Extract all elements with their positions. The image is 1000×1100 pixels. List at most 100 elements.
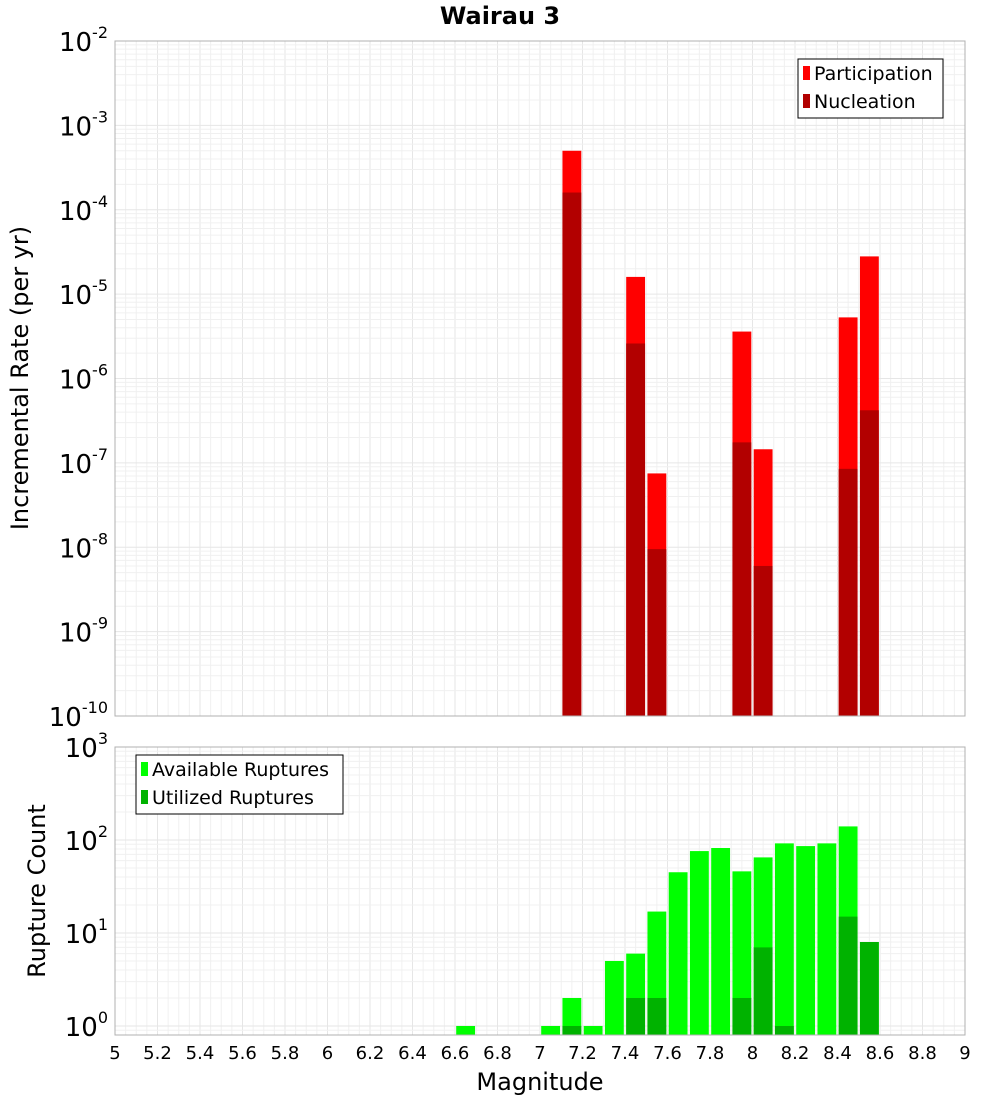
bar-count-s1-7 [859, 942, 879, 1035]
bar-rate-s1-5 [838, 468, 858, 716]
bar-count-s0-9 [711, 848, 731, 1035]
x-tick-label: 5.6 [228, 1043, 257, 1064]
x-tick-label: 5.4 [186, 1043, 215, 1064]
y-tick-base: 10 [65, 734, 98, 764]
y-tick-exponent: 0 [98, 1008, 108, 1027]
y-tick-exponent: -7 [92, 445, 108, 464]
x-tick-label: 7.2 [568, 1043, 597, 1064]
bar-count-s0-10 [732, 871, 752, 1035]
x-axis-label: Magnitude [476, 1068, 603, 1096]
y-tick-base: 10 [59, 534, 92, 564]
y-axis-label: Rupture Count [23, 804, 51, 978]
legend: Available Ruptures Utilized Ruptures [135, 754, 344, 815]
y-tick-exponent: 2 [98, 822, 108, 841]
x-tick-label: 8.4 [823, 1043, 852, 1064]
x-tick-label: 8.2 [781, 1043, 810, 1064]
x-tick-label: 7 [534, 1043, 545, 1064]
bar-count-s1-1 [626, 997, 646, 1035]
bar-count-s1-6 [838, 916, 858, 1035]
bar-count-s0-14 [817, 843, 837, 1035]
y-tick-exponent: -9 [92, 614, 108, 633]
y-tick-exponent: 3 [98, 729, 108, 748]
x-tick-label: 9 [959, 1043, 970, 1064]
x-tick-label: 8 [747, 1043, 758, 1064]
legend-label: Available Ruptures [152, 759, 329, 781]
y-tick-label: 100 [65, 1008, 108, 1043]
bar-count-s1-0 [562, 1025, 582, 1035]
bar-rate-s1-2 [647, 549, 667, 716]
y-tick-exponent: -6 [92, 361, 108, 380]
legend-swatch [141, 762, 148, 776]
x-tick-label: 5 [109, 1043, 120, 1064]
bar-rate-s1-0 [562, 192, 582, 717]
rate-panel: 10-210-310-410-510-610-710-810-910-10Inc… [6, 23, 966, 733]
legend: Participation Nucleation [797, 58, 944, 119]
bar-count-s1-5 [774, 1025, 794, 1035]
x-tick-label: 8.6 [866, 1043, 895, 1064]
y-tick-label: 10-3 [59, 107, 108, 142]
x-tick-label: 6.6 [441, 1043, 470, 1064]
x-tick-label: 5.8 [271, 1043, 300, 1064]
y-tick-exponent: -3 [92, 107, 108, 126]
y-tick-label: 10-4 [59, 192, 108, 227]
x-tick-label: 6.2 [356, 1043, 385, 1064]
bar-count-s0-13 [796, 846, 816, 1035]
bar-rate-s1-1 [626, 343, 646, 716]
x-tick-label: 6 [322, 1043, 333, 1064]
bar-rate-s1-4 [753, 565, 773, 716]
y-axis-label: Incremental Rate (per yr) [6, 226, 34, 530]
bar-count-s0-1 [541, 1025, 561, 1035]
bar-count-s1-3 [732, 997, 752, 1035]
y-tick-label: 10-10 [49, 698, 108, 733]
x-tick-label: 7.8 [696, 1043, 725, 1064]
y-tick-label: 10-5 [59, 276, 108, 311]
y-tick-base: 10 [65, 1013, 98, 1043]
bar-rate-s1-3 [732, 442, 752, 716]
x-tick-label: 5.2 [143, 1043, 172, 1064]
legend-swatch [141, 790, 148, 804]
y-tick-base: 10 [59, 112, 92, 142]
y-tick-exponent: -8 [92, 529, 108, 548]
legend-label: Participation [814, 63, 933, 85]
x-axis-ticks: 5 5.2 5.4 5.6 5.8 6 6.2 6.4 6.6 6.8 7 7.2 7.4 7.6 7.8 8… [109, 1043, 970, 1064]
y-tick-label: 101 [65, 915, 108, 950]
legend-label: Nucleation [814, 91, 916, 113]
y-tick-base: 10 [59, 450, 92, 480]
x-tick-label: 8.8 [908, 1043, 937, 1064]
y-tick-label: 103 [65, 729, 108, 764]
y-tick-base: 10 [59, 366, 92, 396]
legend-box [135, 754, 344, 815]
y-tick-base: 10 [59, 281, 92, 311]
x-tick-label: 6.4 [398, 1043, 427, 1064]
y-tick-base: 10 [59, 28, 92, 58]
legend-box [797, 58, 944, 119]
y-tick-label: 10-8 [59, 529, 108, 564]
y-tick-exponent: 1 [98, 915, 108, 934]
bar-count-s0-0 [456, 1025, 476, 1035]
x-tick-label: 7.6 [653, 1043, 682, 1064]
legend-swatch [803, 66, 810, 80]
y-tick-base: 10 [65, 827, 98, 857]
y-tick-exponent: -2 [92, 23, 108, 42]
y-tick-base: 10 [49, 703, 82, 733]
y-tick-label: 102 [65, 822, 108, 857]
bar-count-s1-4 [753, 947, 773, 1035]
bar-count-s1-2 [647, 997, 667, 1035]
bar-count-s0-4 [604, 960, 624, 1035]
x-tick-label: 6.8 [483, 1043, 512, 1064]
chart-title: Wairau 3 [440, 2, 560, 30]
y-tick-label: 10-9 [59, 614, 108, 649]
legend-swatch [803, 94, 810, 108]
y-tick-exponent: -5 [92, 276, 108, 295]
y-tick-base: 10 [65, 920, 98, 950]
y-tick-exponent: -10 [82, 698, 108, 717]
y-tick-base: 10 [59, 197, 92, 227]
x-tick-label: 7.4 [611, 1043, 640, 1064]
y-tick-label: 10-2 [59, 23, 108, 58]
plot-border [114, 40, 966, 717]
bar-count-s0-3 [583, 1025, 603, 1035]
y-tick-label: 10-7 [59, 445, 108, 480]
bar-count-s0-12 [774, 843, 794, 1035]
